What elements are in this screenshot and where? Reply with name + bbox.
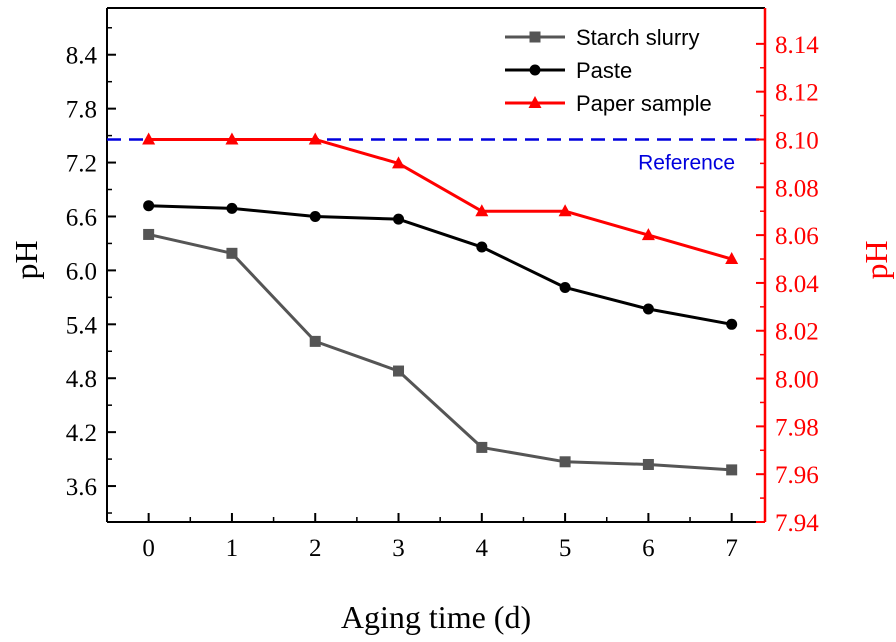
legend: Starch slurry Paste Paper sample (505, 25, 712, 116)
legend-marker (528, 96, 542, 108)
reference-layer: Reference (107, 138, 765, 174)
legend-entry-paper-sample: Paper sample (505, 91, 712, 116)
data-point-starch-slurry (559, 456, 571, 468)
right-y-tick-label: 8.08 (775, 175, 819, 202)
right-y-tick-label: 8.12 (775, 80, 819, 107)
right-y-tick-label: 8.10 (775, 127, 819, 154)
left-y-tick-label: 6.0 (66, 258, 97, 285)
right-y-tick-label: 7.96 (775, 462, 819, 489)
x-tick-label: 4 (476, 535, 489, 562)
left-y-tick-label: 5.4 (66, 312, 98, 339)
x-tick-label: 6 (642, 535, 655, 562)
right-y-tick-label: 7.94 (775, 510, 819, 537)
right-y-tick-label: 8.06 (775, 223, 819, 250)
legend-label: Paste (576, 58, 632, 83)
legend-marker (529, 31, 541, 43)
left-y-tick-label: 7.8 (66, 97, 97, 124)
left-y-tick-label: 4.2 (66, 420, 97, 447)
data-point-paste (309, 210, 321, 222)
data-point-paper-sample (308, 132, 322, 145)
data-point-paste (476, 241, 488, 253)
data-point-paste (393, 213, 405, 225)
axes-layer: 0 1 2 3 4 5 6 7 3.6 4.2 4.8 5.4 6.0 6.6 7.2 7.8 8.4 7.94 7… (8, 27, 894, 635)
x-tick-label: 3 (392, 535, 405, 562)
data-point-paper-sample (142, 132, 156, 145)
x-tick-label: 2 (309, 535, 322, 562)
legend-label: Paper sample (576, 91, 712, 116)
legend-marker (529, 64, 541, 76)
data-point-paper-sample (558, 204, 572, 217)
data-point-starch-slurry (143, 228, 155, 240)
left-y-tick-label: 4.8 (66, 366, 97, 393)
series-starch-slurry (143, 228, 738, 476)
right-y-tick-label: 7.98 (775, 414, 819, 441)
x-tick-label: 7 (725, 535, 738, 562)
plot-frame (106, 7, 767, 523)
left-y-tick-label: 3.6 (66, 474, 97, 501)
data-point-starch-slurry (726, 464, 738, 476)
series-line-paste (148, 204, 732, 326)
data-point-paste (143, 200, 155, 212)
series-line-paper-sample (148, 137, 733, 261)
series-paste (143, 200, 738, 330)
x-tick-label: 0 (142, 535, 155, 562)
reference-label: Reference (638, 151, 735, 174)
right-y-axis-title: pH (858, 240, 894, 279)
right-y-tick-label: 8.14 (775, 32, 819, 59)
data-point-starch-slurry (226, 247, 238, 259)
series-paper-sample (142, 132, 739, 265)
legend-entry-starch-slurry: Starch slurry (505, 25, 699, 50)
legend-label: Starch slurry (576, 25, 699, 50)
left-y-tick-label: 7.2 (66, 151, 97, 178)
data-point-paper-sample (475, 204, 489, 217)
data-point-paper-sample (225, 132, 239, 145)
x-axis-title: Aging time (d) (341, 599, 531, 635)
series-line-starch-slurry (148, 232, 732, 472)
right-y-tick-label: 8.02 (775, 319, 819, 346)
x-tick-label: 5 (559, 535, 572, 562)
legend-entry-paste: Paste (505, 58, 632, 83)
right-y-tick-label: 8.04 (775, 271, 819, 298)
left-y-axis-title: pH (8, 240, 44, 279)
data-point-paper-sample (641, 228, 655, 241)
data-point-paste (559, 281, 571, 293)
data-point-starch-slurry (309, 335, 321, 347)
data-point-paper-sample (725, 252, 739, 265)
x-tick-label: 1 (226, 535, 239, 562)
data-point-starch-slurry (393, 365, 405, 377)
data-point-starch-slurry (642, 458, 654, 470)
series-layer (142, 132, 739, 476)
data-point-paste (226, 202, 238, 214)
data-point-paper-sample (392, 156, 406, 169)
left-y-tick-label: 6.6 (66, 204, 97, 231)
data-point-starch-slurry (476, 441, 488, 453)
left-y-tick-label: 8.4 (66, 43, 98, 70)
data-point-paste (642, 303, 654, 315)
data-point-paste (726, 318, 738, 330)
right-y-tick-label: 8.00 (775, 367, 819, 394)
